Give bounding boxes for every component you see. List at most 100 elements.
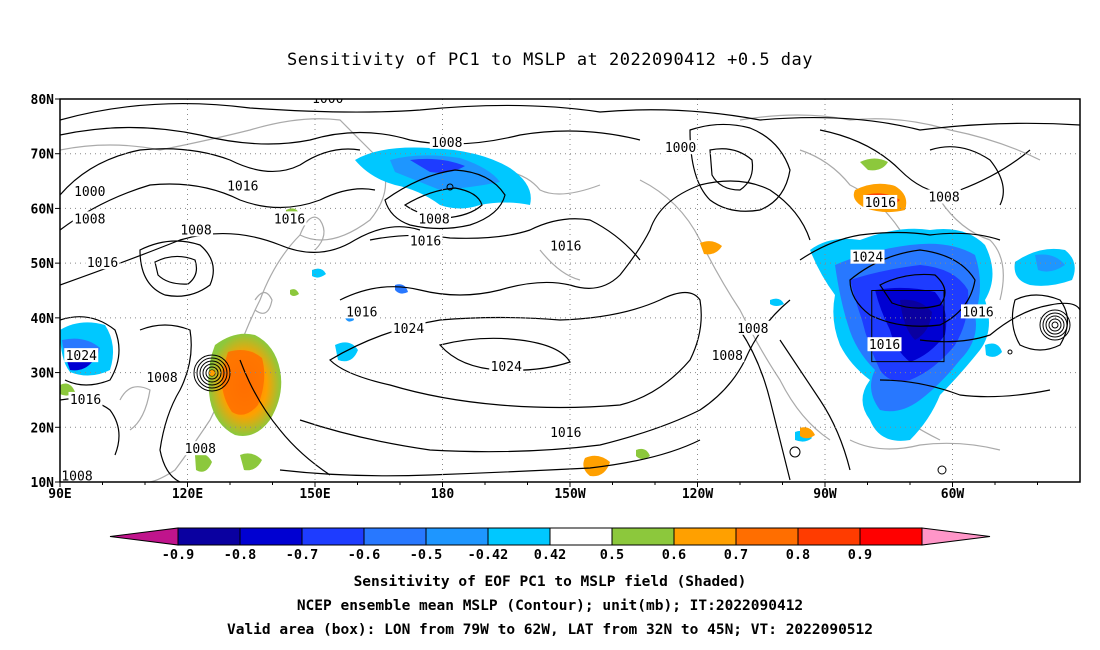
contour-label-bg <box>391 320 426 335</box>
caption-shading: Sensitivity of EOF PC1 to MSLP field (Sh… <box>353 574 747 590</box>
contour-label: 1008 <box>185 442 216 457</box>
contour-label-bg <box>225 178 260 193</box>
colorbar-tick-label: -0.7 <box>286 547 319 560</box>
colorbar-swatch <box>549 527 613 546</box>
contour-label-bg <box>548 238 583 253</box>
sensitivity-shading <box>60 147 1075 477</box>
colorbar-tick-label: -0.6 <box>348 547 381 560</box>
contour-label-bg <box>429 134 464 149</box>
colorbar-swatch <box>425 527 489 546</box>
lon-label: 150W <box>554 487 585 502</box>
contour-label: 1016 <box>227 180 258 195</box>
lat-label: 80N <box>31 93 55 108</box>
contour-label-bg <box>548 424 583 439</box>
contour-label-bg <box>735 320 770 335</box>
contour-label: 1016 <box>962 305 993 320</box>
contour-label-bg <box>927 189 961 204</box>
lon-label: 120E <box>172 487 203 502</box>
contour-label: 1016 <box>346 305 377 320</box>
colorbar-tick-label: 0.8 <box>786 547 810 560</box>
colorbar-labels: -0.9 -0.8 -0.7 -0.6 -0.5 -0.42 0.42 0.5 0.6 0.7 0.… <box>162 547 872 560</box>
contour-label-bg <box>72 211 107 226</box>
contour-label: 1000 <box>74 185 105 200</box>
contour-label: 1016 <box>550 426 581 441</box>
lat-label: 30N <box>31 367 55 382</box>
contour-label: 1024 <box>491 360 522 375</box>
contour-label: 1008 <box>928 190 959 205</box>
contour-label: 1016 <box>550 240 581 255</box>
colorbar-swatch <box>363 527 427 546</box>
colorbar-high-extend <box>921 527 991 546</box>
contour-label-bg <box>863 194 898 209</box>
map-content: 1000 1008 1000 1000 1016 1008 1016 1008 1016 1008… <box>60 92 1080 485</box>
sensitivity-map: 1000 1008 1000 1000 1016 1008 1016 1008 1016 1008… <box>31 92 1081 560</box>
colorbar-swatch <box>673 527 737 546</box>
axis-ticks <box>55 98 1038 487</box>
colorbar-tick-label: 0.6 <box>662 547 686 560</box>
cyclone-contours <box>193 183 1071 475</box>
contour-label-bg <box>710 348 745 363</box>
lat-label: 70N <box>31 148 55 163</box>
colorbar <box>109 527 991 546</box>
contour-label-bg <box>64 348 99 363</box>
lat-label: 50N <box>31 257 55 272</box>
lat-label: 10N <box>31 476 55 491</box>
contour-label-bg <box>867 337 902 352</box>
contour-label: 1016 <box>274 212 305 227</box>
contour-label-bg <box>145 370 179 385</box>
contour-label: 1024 <box>852 251 883 266</box>
contour-label: 1008 <box>146 371 177 386</box>
lon-label: 90W <box>813 487 837 502</box>
lat-lon-grid <box>60 99 1080 482</box>
colorbar-tick-label: -0.5 <box>410 547 443 560</box>
lat-label: 20N <box>31 421 55 436</box>
latitude-labels: 80N 70N 60N 50N 40N 30N 20N 10N <box>31 93 55 491</box>
contour-label: 1016 <box>865 196 896 211</box>
valid-area-box <box>871 290 945 363</box>
contour-label: 1008 <box>418 212 449 227</box>
lon-label: 90E <box>48 487 71 502</box>
colorbar-tick-label: -0.9 <box>162 547 195 560</box>
colorbar-swatch <box>177 527 241 546</box>
contour-label: 1024 <box>66 349 97 364</box>
contour-label-bg <box>72 184 107 199</box>
contour-label: 1016 <box>87 256 118 271</box>
colorbar-tick-label: -0.42 <box>468 547 509 560</box>
contour-label-bg <box>183 441 218 456</box>
lon-label: 150E <box>299 487 330 502</box>
contour-label: 1008 <box>180 223 211 238</box>
colorbar-tick-label: -0.8 <box>224 547 257 560</box>
colorbar-swatch <box>735 527 799 546</box>
contour-label: 1016 <box>410 234 441 249</box>
contour-label: 1000 <box>312 92 343 107</box>
contour-label: 1000 <box>665 141 696 156</box>
lon-label: 120W <box>682 487 713 502</box>
lon-label: 180 <box>431 487 455 502</box>
colorbar-swatch <box>239 527 303 546</box>
contour-label-bg <box>417 211 451 226</box>
colorbar-tick-label: 0.5 <box>600 547 624 560</box>
caption-contour: NCEP ensemble mean MSLP (Contour); unit(… <box>296 598 804 614</box>
contour-label-bg <box>60 468 94 482</box>
contour-label-bg <box>850 249 885 264</box>
colorbar-swatch <box>487 527 551 546</box>
contour-label: 1008 <box>61 470 92 485</box>
contour-label-bg <box>272 211 307 226</box>
colorbar-low-extend <box>109 527 179 546</box>
lat-label: 60N <box>31 202 55 217</box>
contour-label-bg <box>961 304 995 319</box>
map-title: Sensitivity of PC1 to MSLP at 2022090412… <box>286 50 813 70</box>
contour-label-bg <box>310 99 345 105</box>
contour-label-bg <box>85 255 120 270</box>
contour-label-bg <box>68 391 103 406</box>
colorbar-swatch <box>611 527 675 546</box>
colorbar-tick-label: 0.42 <box>534 547 567 560</box>
colorbar-swatch <box>301 527 365 546</box>
contour-label: 1024 <box>393 322 424 337</box>
longitude-labels: 90E 120E 150E 180 150W 120W 90W 60W <box>48 487 964 502</box>
colorbar-swatch <box>859 527 923 546</box>
contour-label-bg <box>663 140 698 155</box>
contour-label: 1016 <box>869 338 900 353</box>
contour-label: 1016 <box>70 393 101 408</box>
contour-label-bg <box>344 304 379 319</box>
